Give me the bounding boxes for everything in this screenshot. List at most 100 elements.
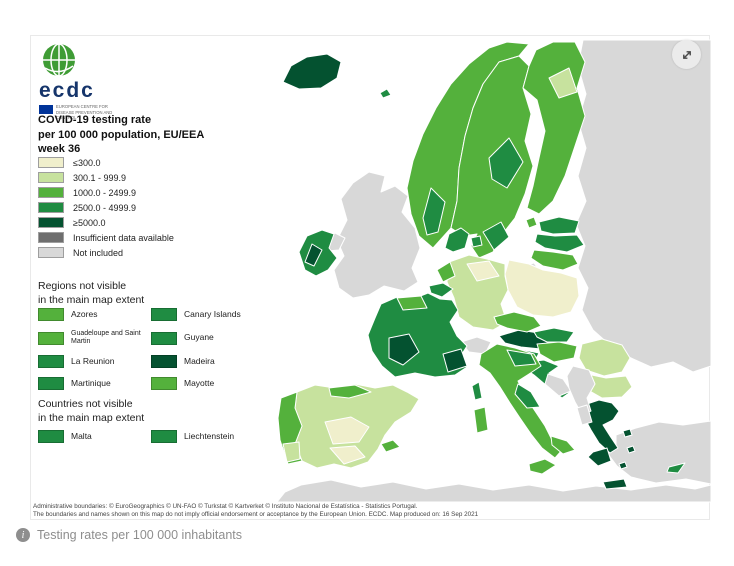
region-sicily[interactable] [528, 458, 557, 475]
region-item: Guyane [151, 330, 261, 346]
expand-button[interactable] [672, 40, 701, 69]
region-label: Canary Islands [184, 308, 241, 319]
caption-text: Testing rates per 100 000 inhabitants [37, 528, 242, 542]
region-swatch [38, 377, 64, 391]
region-spain-center[interactable] [324, 416, 370, 445]
legend-label: ≥5000.0 [73, 217, 106, 228]
title-line3: week 36 [38, 143, 81, 156]
region-aegean-island[interactable] [622, 428, 633, 438]
legend-label: ≤300.0 [73, 157, 101, 168]
legend-item: Insufficient data available [38, 232, 174, 243]
countries-heading-line1: Countries not visible [38, 398, 133, 410]
legend-item: 300.1 - 999.9 [38, 172, 174, 183]
region-norway-south[interactable] [422, 187, 446, 236]
region-item: Martinique [38, 377, 151, 391]
legend-swatch [38, 247, 64, 258]
ecdc-globe-icon [43, 43, 75, 77]
regions-heading-line2: in the main map extent [38, 293, 145, 306]
region-item: Madeira [151, 355, 261, 369]
region-sweden-mid[interactable] [488, 137, 524, 189]
country-netherlands[interactable] [436, 261, 456, 283]
country-swatch [151, 430, 177, 443]
region-sardinia[interactable] [473, 406, 489, 434]
region-item: Azores [38, 308, 151, 321]
region-italy-northeast[interactable] [506, 349, 537, 367]
legend-item: ≤300.0 [38, 157, 174, 168]
country-finland[interactable] [522, 41, 586, 215]
expand-icon [682, 50, 691, 59]
legend-swatch [38, 187, 64, 198]
region-germany-north[interactable] [466, 260, 500, 282]
region-swatch [151, 377, 177, 391]
country-united-kingdom[interactable] [333, 171, 421, 299]
region-spain-south[interactable] [329, 445, 366, 465]
region-corsica[interactable] [471, 381, 483, 401]
legend-item: Not included [38, 247, 174, 258]
country-russia-east[interactable] [575, 39, 711, 373]
europe-map[interactable] [31, 36, 711, 521]
region-item: Canary Islands [151, 308, 261, 321]
country-belgium[interactable] [428, 282, 454, 298]
region-france-north[interactable] [396, 295, 428, 311]
region-apulia[interactable] [550, 435, 576, 455]
country-swatch [38, 430, 64, 443]
legend-label: Insufficient data available [73, 232, 174, 243]
region-swatch [151, 355, 177, 369]
attribution-line2: The boundaries and names shown on this m… [33, 510, 479, 518]
region-france-southeast[interactable] [442, 348, 468, 373]
region-ireland-west[interactable] [304, 243, 323, 267]
country-albania[interactable] [576, 404, 593, 426]
country-label: Liechtenstein [184, 430, 235, 441]
map-attribution: Administrative boundaries: © EuroGeograp… [33, 503, 478, 519]
country-slovakia[interactable] [533, 327, 575, 343]
region-spain-north[interactable] [328, 384, 372, 399]
map-legend: ≤300.0 300.1 - 999.9 1000.0 - 2499.9 250… [38, 157, 174, 262]
region-france-southwest[interactable] [388, 333, 420, 366]
region-label: Guadeloupe and Saint Martin [71, 330, 141, 346]
legend-swatch [38, 232, 64, 243]
region-swatch [38, 355, 64, 369]
country-north-africa[interactable] [276, 479, 711, 503]
legend-item: ≥5000.0 [38, 217, 174, 228]
country-switzerland[interactable] [460, 336, 492, 355]
region-aegean-island[interactable] [626, 445, 636, 454]
country-greece[interactable] [583, 399, 620, 454]
country-label: Malta [71, 430, 92, 441]
region-finland-north[interactable] [548, 67, 578, 99]
legend-swatch [38, 217, 64, 228]
country-lithuania[interactable] [530, 249, 579, 271]
region-swatch [38, 308, 64, 321]
region-swatch [38, 331, 64, 345]
region-swatch [151, 331, 177, 345]
legend-label: 2500.0 - 4999.9 [73, 202, 137, 213]
regions-not-visible-list: Azores Canary Islands Guadeloupe and Sai… [38, 308, 261, 391]
region-zealand[interactable] [470, 235, 483, 248]
country-faroe-islands[interactable] [379, 88, 392, 99]
region-portugal-south[interactable] [282, 441, 301, 463]
country-romania[interactable] [578, 338, 631, 377]
countries-not-visible-list: Malta Liechtenstein [38, 430, 261, 443]
country-denmark[interactable] [444, 227, 470, 253]
country-latvia[interactable] [534, 233, 585, 253]
legend-swatch [38, 172, 64, 183]
region-crete[interactable] [602, 478, 628, 490]
region-label: Madeira [184, 355, 215, 366]
region-italy-central[interactable] [514, 383, 541, 409]
map-title: COVID-19 testing rate per 100 000 popula… [38, 113, 204, 157]
country-bosnia[interactable] [544, 373, 572, 397]
country-estonia[interactable] [538, 216, 580, 235]
ecdc-logo-subtext: EUROPEAN CENTRE FOR DISEASE PREVENTION A… [56, 104, 113, 121]
region-gotland[interactable] [525, 216, 538, 229]
country-iceland[interactable] [282, 53, 342, 90]
region-peloponnese[interactable] [587, 447, 612, 467]
legend-item: 1000.0 - 2499.9 [38, 187, 174, 198]
region-balearic-islands[interactable] [380, 439, 401, 453]
title-line1: COVID-19 testing rate [38, 114, 152, 126]
country-hungary[interactable] [536, 341, 578, 363]
country-czechia[interactable] [493, 311, 542, 333]
region-aegean-island[interactable] [618, 461, 628, 470]
country-cyprus[interactable] [666, 462, 686, 474]
legend-label: 1000.0 - 2499.9 [73, 187, 137, 198]
region-sweden-south[interactable] [482, 221, 510, 251]
legend-swatch [38, 157, 64, 168]
